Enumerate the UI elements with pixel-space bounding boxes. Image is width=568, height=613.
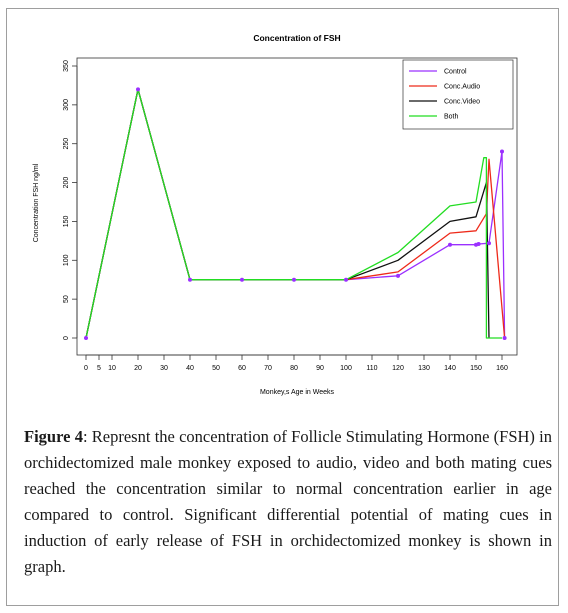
caption-text: : Represnt the concentration of Follicle… <box>24 427 552 576</box>
data-point <box>396 273 400 278</box>
data-point <box>188 277 192 282</box>
y-tick-label: 150 <box>63 215 70 227</box>
x-tick-label: 50 <box>212 365 220 372</box>
chart-title: Concentration of FSH <box>253 33 340 43</box>
legend-label: Control <box>444 69 467 76</box>
caption-figure-label: Figure 4 <box>24 427 83 446</box>
data-point <box>476 241 481 246</box>
x-tick-label: 60 <box>238 365 246 372</box>
data-point <box>448 242 452 247</box>
y-tick-label: 100 <box>63 254 70 266</box>
data-point <box>500 149 504 154</box>
data-point <box>84 336 88 340</box>
x-tick-label: 40 <box>186 365 194 372</box>
y-axis-label: Concentration FSH ng/ml <box>33 163 40 242</box>
x-tick-label: 100 <box>340 365 352 372</box>
y-tick-label: 350 <box>63 60 70 72</box>
x-tick-label: 160 <box>496 365 508 372</box>
x-tick-label: 10 <box>108 365 116 372</box>
x-tick-label: 70 <box>264 365 272 372</box>
data-point <box>487 241 491 246</box>
x-axis: 0 5 10 20 30 40 50 60 70 80 90 100 110 120 130 140 150 16… <box>84 354 508 372</box>
data-point <box>502 336 507 340</box>
x-axis-label: Monkey,s Age in Weeks <box>260 389 335 396</box>
legend-label: Both <box>444 114 459 121</box>
data-point <box>240 277 244 282</box>
x-tick-label: 80 <box>290 365 298 372</box>
legend: Control Conc.Audio Conc.Video Both <box>402 59 514 130</box>
x-tick-label: 0 <box>84 365 88 372</box>
y-tick-label: 50 <box>63 295 70 303</box>
x-tick-label: 130 <box>418 365 430 372</box>
x-tick-label: 5 <box>97 365 101 372</box>
y-tick-label: 250 <box>63 138 70 150</box>
x-tick-label: 110 <box>366 365 377 372</box>
fsh-line-chart: Concentration of FSH 0501001502002503003… <box>33 33 518 396</box>
x-tick-label: 140 <box>444 365 456 372</box>
x-tick-label: 90 <box>316 365 324 372</box>
x-tick-label: 120 <box>392 365 404 372</box>
data-point <box>292 277 296 282</box>
y-axis: 0 50 100 150 200 250 300 350 <box>63 60 78 340</box>
y-tick-label: 200 <box>63 177 70 189</box>
series-group <box>84 87 507 340</box>
y-tick-label: 0 <box>63 336 70 340</box>
legend-label: Conc.Video <box>444 99 480 106</box>
x-tick-label: 30 <box>160 365 168 372</box>
figure-caption: Figure 4: Represnt the concentration of … <box>24 424 552 580</box>
data-point <box>136 87 140 92</box>
y-tick-label: 300 <box>63 99 70 111</box>
legend-label: Conc.Audio <box>444 84 480 91</box>
data-point <box>344 277 348 282</box>
x-tick-label: 20 <box>134 365 142 372</box>
x-tick-label: 150 <box>470 365 482 372</box>
